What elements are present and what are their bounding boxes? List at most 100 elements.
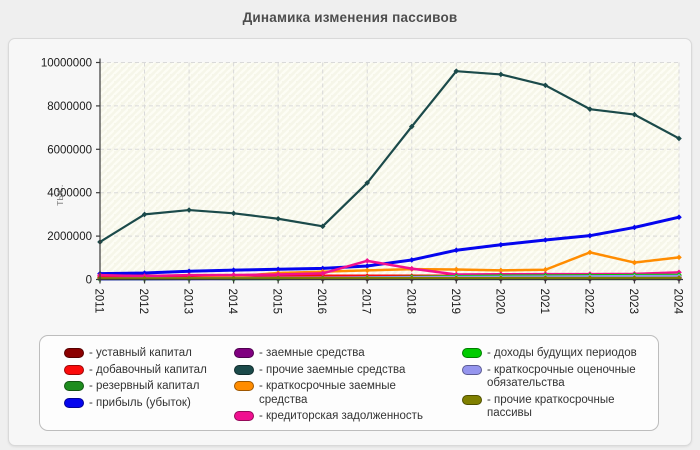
series-прочие заемные средства xyxy=(97,68,682,245)
data-point-marker xyxy=(186,272,192,278)
legend-item-label: - уставный капитал xyxy=(89,347,192,359)
data-point-marker xyxy=(498,241,504,248)
page-title: Динамика изменения пассивов xyxy=(242,10,458,25)
legend-item-label: - кредиторская задолженность xyxy=(259,410,423,422)
data-point-marker xyxy=(587,106,593,112)
data-point-marker xyxy=(542,266,549,273)
legend-item-label: - заемные средства xyxy=(259,347,365,359)
svg-text:6000000: 6000000 xyxy=(47,144,92,156)
legend-item-label: - добавочный капитал xyxy=(89,363,207,376)
data-point-marker xyxy=(542,237,549,243)
data-point-marker xyxy=(631,111,638,118)
data-point-marker xyxy=(186,207,192,213)
legend-swatch xyxy=(462,348,482,358)
data-point-marker xyxy=(676,254,682,261)
legend-item: - прочие заемные средства xyxy=(234,364,462,378)
svg-text:2013: 2013 xyxy=(182,289,194,315)
svg-text:2024: 2024 xyxy=(672,289,684,315)
legend-swatch xyxy=(234,348,254,358)
legend-item: - прибыль (убыток) xyxy=(64,397,234,411)
legend-item-label: - краткосрочные оценочные обязательства xyxy=(487,363,636,390)
data-point-marker xyxy=(453,247,460,254)
svg-text:2023: 2023 xyxy=(627,289,639,315)
plot-area xyxy=(100,62,679,280)
data-point-marker xyxy=(676,135,682,142)
svg-text:2011: 2011 xyxy=(93,289,105,314)
data-point-marker xyxy=(453,266,460,273)
line-chart: 0 2000000 4000000 6000000 8000000 10000000 201… xyxy=(41,58,684,315)
legend-swatch xyxy=(64,381,84,391)
data-point-marker xyxy=(141,270,148,276)
svg-text:2015: 2015 xyxy=(271,289,283,315)
data-point-marker xyxy=(319,270,326,277)
data-point-marker xyxy=(542,82,549,89)
data-point-marker xyxy=(631,224,638,231)
data-point-marker xyxy=(453,68,460,74)
legend-item-label: - краткосрочные заемные средства xyxy=(259,380,396,406)
legend-swatch xyxy=(64,397,84,408)
data-point-marker xyxy=(587,249,593,256)
data-point-marker xyxy=(676,214,682,221)
data-point-marker xyxy=(230,210,237,217)
data-point-marker xyxy=(275,215,281,222)
legend-swatch xyxy=(64,364,84,375)
legend-item: - доходы будущих периодов xyxy=(462,347,658,361)
data-point-marker xyxy=(275,275,281,282)
legend-swatch xyxy=(462,364,482,375)
axes xyxy=(96,58,683,284)
data-point-marker xyxy=(498,71,504,78)
svg-text:2020: 2020 xyxy=(493,289,505,315)
data-point-marker xyxy=(676,275,682,281)
legend-column-1: - уставный капитал - добавочный капитал - … xyxy=(64,347,234,413)
legend-item: - краткосрочные оценочные обязательства xyxy=(462,364,658,391)
legend-item: - добавочный капитал xyxy=(64,364,234,378)
x-axis-labels: 2011 2012 2013 2014 2015 2016 2017 2018 2019 2020… xyxy=(93,289,684,315)
legend-item-label: - резервный капитал xyxy=(89,380,200,392)
legend-item: - резервный капитал xyxy=(64,380,234,394)
data-point-marker xyxy=(408,257,415,263)
legend-item: - краткосрочные заемные средства xyxy=(234,380,462,407)
legend-column-2: - заемные средства - прочие заемные средс… xyxy=(234,347,462,427)
data-point-marker xyxy=(364,263,371,269)
svg-text:10000000: 10000000 xyxy=(41,58,92,70)
legend-column-3: - доходы будущих периодов - краткосрочные… xyxy=(462,347,658,424)
legend-swatch xyxy=(234,381,254,391)
data-point-marker xyxy=(141,211,148,218)
svg-text:2016: 2016 xyxy=(315,289,327,315)
data-point-marker xyxy=(319,265,326,272)
data-point-marker xyxy=(408,123,415,130)
data-point-marker xyxy=(631,275,638,281)
legend-swatch xyxy=(234,364,254,375)
data-point-marker xyxy=(230,267,237,273)
data-point-marker xyxy=(275,266,281,273)
legend-item-label: - прибыль (убыток) xyxy=(89,396,191,409)
data-point-marker xyxy=(587,232,593,239)
legend-item: - прочие краткосрочные пассивы xyxy=(462,394,658,421)
legend-swatch xyxy=(234,411,254,421)
legend-item-label: - доходы будущих периодов xyxy=(487,347,637,359)
svg-text:2019: 2019 xyxy=(449,289,461,315)
chart-legend: - уставный капитал - добавочный капитал - … xyxy=(39,335,659,431)
svg-text:2018: 2018 xyxy=(404,289,416,315)
data-point-marker xyxy=(186,275,192,282)
data-point-marker xyxy=(631,259,638,266)
svg-text:2014: 2014 xyxy=(226,289,238,315)
legend-item-label: - прочие заемные средства xyxy=(259,363,406,376)
svg-text:2000000: 2000000 xyxy=(47,231,92,243)
data-point-marker xyxy=(498,267,504,274)
svg-text:2017: 2017 xyxy=(360,289,372,315)
legend-item: - кредиторская задолженность xyxy=(234,410,462,424)
svg-text:4000000: 4000000 xyxy=(47,188,92,200)
data-point-marker xyxy=(408,265,415,272)
gridlines xyxy=(100,62,680,280)
legend-item-label: - прочие краткосрочные пассивы xyxy=(487,393,615,420)
data-point-marker xyxy=(230,272,237,278)
svg-text:0: 0 xyxy=(86,275,92,287)
legend-swatch xyxy=(64,348,84,358)
svg-text:8000000: 8000000 xyxy=(47,101,92,113)
data-point-marker xyxy=(275,271,281,278)
legend-item: - заемные средства xyxy=(234,347,462,361)
svg-text:2021: 2021 xyxy=(538,289,550,315)
data-point-marker xyxy=(364,180,371,186)
chart-panel: тыс. 0 2000000 4000000 6000000 8000000 100000… xyxy=(8,38,692,446)
